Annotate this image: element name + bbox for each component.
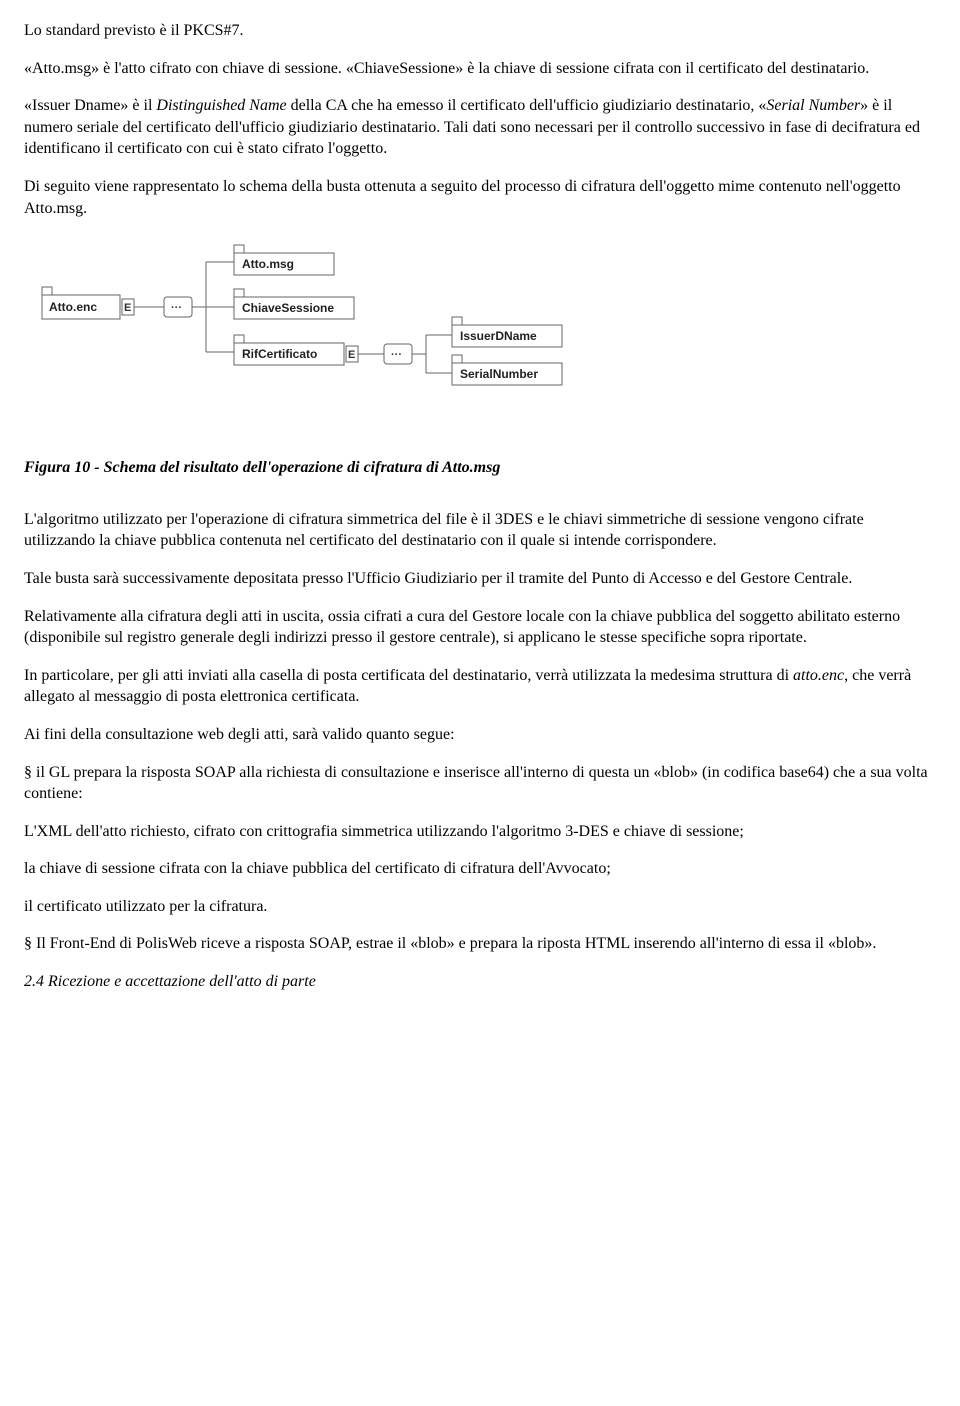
text: L'XML dell'atto richiesto, cifrato con c… (24, 823, 744, 840)
node-serial-number: SerialNumber (452, 355, 562, 385)
text: della CA che ha emesso il certificato de… (287, 97, 767, 114)
paragraph: Relativamente alla cifratura degli atti … (24, 606, 936, 649)
text: § il GL prepara la risposta SOAP alla ri… (24, 764, 928, 803)
figure-caption: Figura 10 - Schema del risultato dell'op… (24, 457, 936, 479)
node-issuer-dname: IssuerDName (452, 317, 562, 347)
section-heading: 2.4 Ricezione e accettazione dell'atto d… (24, 971, 936, 993)
paragraph: Di seguito viene rappresentato lo schema… (24, 176, 936, 219)
text: § Il Front-End di PolisWeb riceve a risp… (24, 935, 876, 952)
text-italic: Distinguished Name (156, 97, 286, 114)
node-label: Atto.msg (242, 257, 294, 271)
dots: ··· (171, 302, 182, 314)
text: «Issuer Dname» è il (24, 97, 156, 114)
node-rif-certificato: RifCertificato E (234, 335, 358, 365)
paragraph: Ai fini della consultazione web degli at… (24, 724, 936, 746)
text: Di seguito viene rappresentato lo schema… (24, 178, 901, 217)
node-label: IssuerDName (460, 329, 537, 343)
text-italic: Serial Number (766, 97, 860, 114)
tab-char: E (348, 349, 355, 361)
paragraph: § il GL prepara la risposta SOAP alla ri… (24, 762, 936, 805)
text: la chiave di sessione cifrata con la chi… (24, 860, 611, 877)
node-atto-enc: Atto.enc E (42, 287, 134, 319)
paragraph: L'algoritmo utilizzato per l'operazione … (24, 509, 936, 552)
paragraph: il certificato utilizzato per la cifratu… (24, 896, 936, 918)
node-label: SerialNumber (460, 367, 538, 381)
node-label: RifCertificato (242, 347, 317, 361)
text: «Atto.msg» è l'atto cifrato con chiave d… (24, 60, 869, 77)
node-label: ChiaveSessione (242, 301, 334, 315)
node-chiave-sessione: ChiaveSessione (234, 289, 354, 319)
text: In particolare, per gli atti inviati all… (24, 667, 793, 684)
schema-svg: Atto.enc E ··· Atto.msg ChiaveSessione R… (24, 237, 644, 397)
node-atto-msg: Atto.msg (234, 245, 334, 275)
text: Lo standard previsto è il PKCS#7. (24, 22, 244, 39)
text: il certificato utilizzato per la cifratu… (24, 898, 267, 915)
paragraph: § Il Front-End di PolisWeb riceve a risp… (24, 933, 936, 955)
tab-char: E (124, 302, 131, 314)
text: Ai fini della consultazione web degli at… (24, 726, 455, 743)
paragraph: Lo standard previsto è il PKCS#7. (24, 20, 936, 42)
paragraph: la chiave di sessione cifrata con la chi… (24, 858, 936, 880)
paragraph: L'XML dell'atto richiesto, cifrato con c… (24, 821, 936, 843)
text: Relativamente alla cifratura degli atti … (24, 608, 900, 647)
text: Tale busta sarà successivamente deposita… (24, 570, 852, 587)
paragraph: «Issuer Dname» è il Distinguished Name d… (24, 95, 936, 160)
paragraph: Tale busta sarà successivamente deposita… (24, 568, 936, 590)
text-italic: atto.enc (793, 667, 844, 684)
text: 2.4 Ricezione e accettazione dell'atto d… (24, 973, 316, 990)
paragraph: In particolare, per gli atti inviati all… (24, 665, 936, 708)
text: L'algoritmo utilizzato per l'operazione … (24, 511, 864, 550)
dots: ··· (391, 349, 402, 361)
schema-figure: Atto.enc E ··· Atto.msg ChiaveSessione R… (24, 237, 936, 397)
node-label: Atto.enc (49, 300, 97, 314)
paragraph: «Atto.msg» è l'atto cifrato con chiave d… (24, 58, 936, 80)
